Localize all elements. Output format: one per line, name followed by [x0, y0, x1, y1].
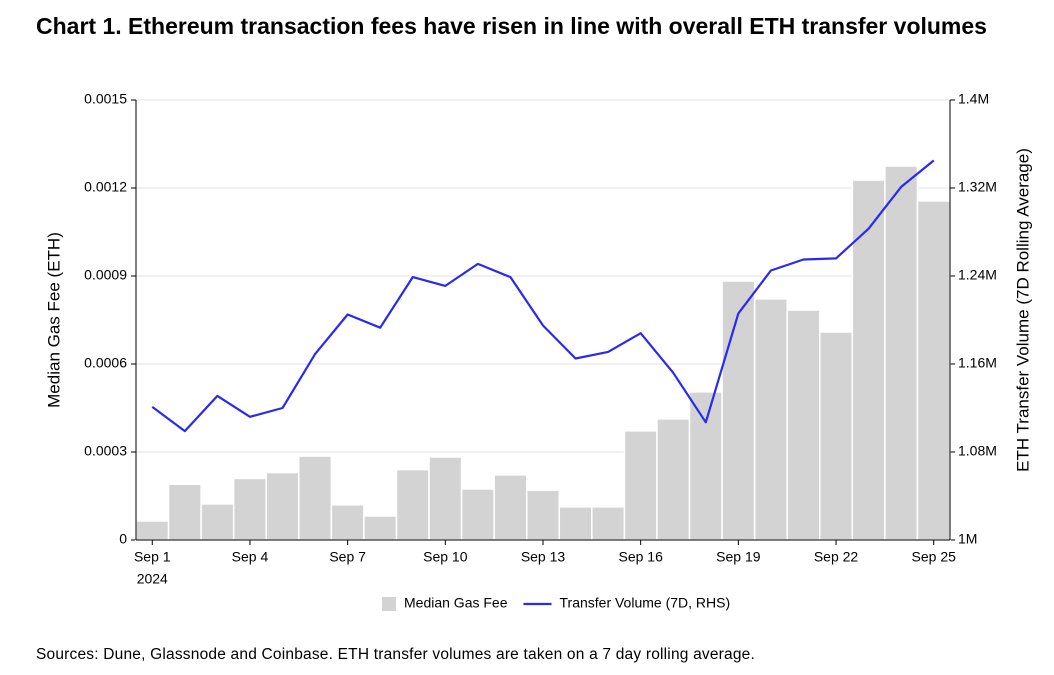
bar — [525, 489, 561, 541]
bar — [298, 455, 333, 541]
bar — [884, 165, 919, 541]
y-tick-label: 0.0006 — [84, 355, 127, 371]
bar — [558, 506, 593, 541]
bar — [460, 488, 495, 541]
legend-label: Transfer Volume (7D, RHS) — [560, 595, 731, 611]
bar — [623, 430, 658, 541]
legend-label: Median Gas Fee — [404, 595, 508, 611]
bar — [395, 468, 430, 541]
x-tick-label: Sep 25 — [912, 549, 957, 565]
y2-tick-label: 1.32M — [958, 179, 997, 195]
bar — [135, 520, 170, 541]
line-series — [151, 159, 935, 433]
chart: 0 0.0003 0.0006 0.0009 0.0012 0.0015 1M 1.08M 1.… — [44, 91, 1032, 611]
chart-title: Chart 1. Ethereum transaction fees have … — [36, 13, 987, 39]
y2-tick-label: 1M — [958, 531, 977, 547]
bar — [265, 471, 300, 541]
bar — [200, 503, 235, 541]
bar — [656, 418, 691, 541]
x-tick-label: Sep 7 — [329, 549, 366, 565]
y2-tick-label: 1.4M — [958, 91, 989, 107]
x-tick-label: Sep 16 — [618, 549, 663, 565]
y-axis-title: Median Gas Fee (ETH) — [44, 232, 63, 408]
bar — [819, 331, 854, 541]
bar — [493, 474, 528, 541]
y2-tick-label: 1.08M — [958, 443, 997, 459]
y-tick-label: 0.0015 — [84, 91, 127, 107]
legend-swatch — [382, 597, 396, 611]
y-tick-label: 0.0003 — [84, 443, 127, 459]
x-tick-label: Sep 10 — [423, 549, 468, 565]
y-tick-label: 0.0009 — [84, 267, 127, 283]
bar — [330, 504, 365, 541]
bar — [363, 515, 398, 541]
source-note: Sources: Dune, Glassnode and Coinbase. E… — [36, 646, 756, 663]
bar — [167, 483, 202, 541]
y-tick-label: 0 — [119, 531, 127, 547]
y-tick-label: 0.0012 — [84, 179, 127, 195]
bar — [753, 298, 788, 541]
y2-axis-title: ETH Transfer Volume (7D Rolling Average) — [1013, 148, 1032, 472]
bar — [851, 179, 886, 541]
bar — [721, 280, 756, 541]
y2-tick-label: 1.24M — [958, 267, 997, 283]
bar — [591, 506, 626, 541]
y2-tick-label: 1.16M — [958, 355, 997, 371]
bar — [688, 391, 723, 541]
bar — [428, 456, 463, 541]
x-tick-label: Sep 22 — [814, 549, 859, 565]
x-tick-label: Sep 4 — [232, 549, 269, 565]
bar — [916, 200, 951, 541]
bar — [232, 477, 267, 541]
bar — [786, 309, 821, 541]
x-year-label: 2024 — [137, 571, 168, 587]
x-tick-label: Sep 19 — [716, 549, 761, 565]
x-tick-label: Sep 1 — [134, 549, 171, 565]
x-tick-label: Sep 13 — [521, 549, 566, 565]
